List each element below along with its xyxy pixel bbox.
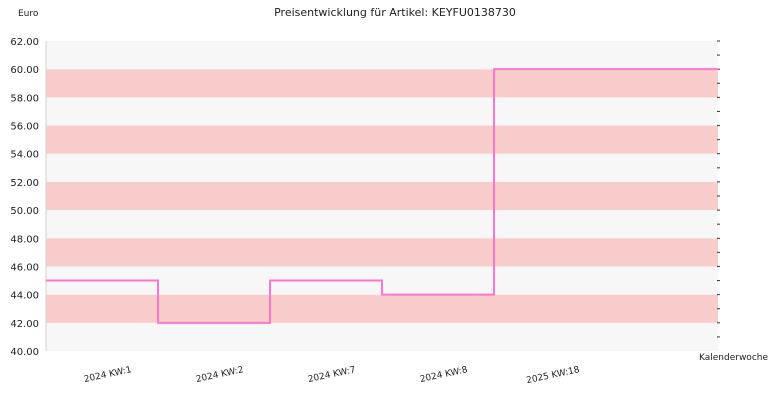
x-tick-label: 2024 KW:1	[83, 365, 133, 385]
y-tick-label: 52.00	[10, 178, 39, 189]
chart-title: Preisentwicklung für Artikel: KEYFU01387…	[274, 6, 516, 19]
x-tick-label: 2024 KW:8	[419, 365, 469, 385]
y-tick-labels: 40.00 42.00 44.00 46.00 48.00 50.00 52.00 54.00…	[10, 37, 39, 358]
x-tick-labels: 2024 KW:1 2024 KW:2 2024 KW:7 2024 KW:8 2025…	[83, 365, 581, 386]
grid-band	[46, 69, 718, 98]
grid-band	[46, 238, 718, 267]
grid-band	[46, 210, 718, 239]
y-tick-label: 44.00	[10, 291, 39, 302]
x-tick-label: 2025 KW:18	[526, 365, 581, 386]
y-axis-label: Euro	[18, 9, 39, 19]
grid-band	[46, 181, 718, 211]
y-tick-label: 48.00	[10, 234, 39, 245]
price-series-line	[46, 68, 718, 324]
grid-band	[46, 97, 718, 126]
y-tick-label: 46.00	[10, 262, 39, 273]
x-tick-label: 2024 KW:2	[195, 365, 245, 385]
plot-background-bands	[46, 41, 718, 351]
y-tick-label: 54.00	[10, 150, 39, 161]
grid-band	[46, 322, 718, 351]
x-axis-label: Kalenderwoche	[699, 353, 768, 363]
y-tick-label: 50.00	[10, 206, 39, 217]
y-tick-label: 42.00	[10, 319, 39, 330]
grid-band	[46, 153, 718, 182]
x-tick-label: 2024 KW:7	[307, 365, 357, 385]
grid-band	[46, 125, 718, 154]
grid-band	[46, 41, 718, 70]
y-tick-label: 58.00	[10, 93, 39, 104]
y-tick-label: 62.00	[10, 37, 39, 48]
grid-band	[46, 294, 718, 323]
y-tick-label: 60.00	[10, 65, 39, 76]
y-tick-label: 56.00	[10, 122, 39, 133]
y-axis-right-ticks	[717, 40, 720, 338]
y-tick-label: 40.00	[10, 347, 39, 358]
